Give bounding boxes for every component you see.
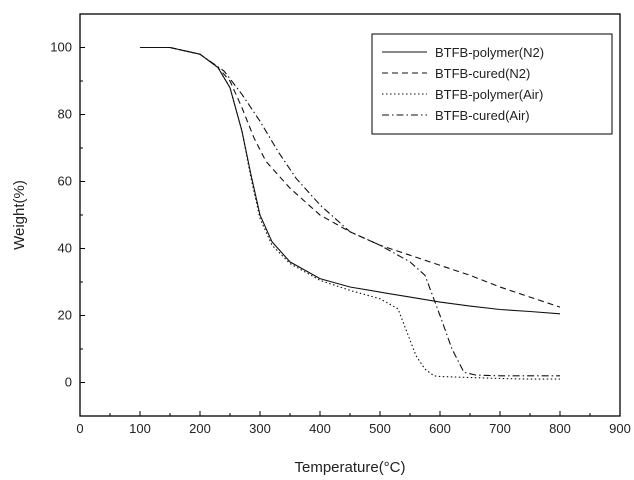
x-tick-label: 800 — [549, 421, 571, 436]
y-axis-title: Weight(%) — [11, 180, 28, 250]
y-tick-label: 80 — [58, 107, 72, 122]
legend-label-2: BTFB-cured(N2) — [435, 66, 530, 81]
legend: BTFB-polymer(N2) BTFB-cured(N2) BTFB-polym… — [371, 33, 613, 135]
x-tick-label: 700 — [489, 421, 511, 436]
x-tick-label: 400 — [309, 421, 331, 436]
x-tick-label: 600 — [429, 421, 451, 436]
y-tick-label: 100 — [50, 40, 72, 55]
x-tick-label: 100 — [129, 421, 151, 436]
x-tick-label: 0 — [76, 421, 83, 436]
y-tick-label: 20 — [58, 308, 72, 323]
series-line-4 — [140, 46, 560, 377]
y-tick-label: 60 — [58, 174, 72, 189]
legend-label-1: BTFB-polymer(N2) — [435, 45, 544, 60]
x-tick-label: 200 — [189, 421, 211, 436]
legend-label-3: BTFB-polymer(Air) — [435, 87, 543, 102]
legend-label-4: BTFB-cured(Air) — [435, 108, 530, 123]
x-tick-label: 300 — [249, 421, 271, 436]
x-axis-title: Temperature(°C) — [294, 459, 405, 476]
plot-area: 0 100 200 300 400 500 600 700 800 900 0 20 40 60 80 100 — [50, 13, 631, 436]
legend-box — [371, 33, 613, 135]
y-tick-label: 40 — [58, 241, 72, 256]
x-tick-label: 900 — [609, 421, 631, 436]
series-line-2 — [140, 46, 561, 308]
x-tick-label: 500 — [369, 421, 391, 436]
y-tick-label: 0 — [65, 375, 72, 390]
